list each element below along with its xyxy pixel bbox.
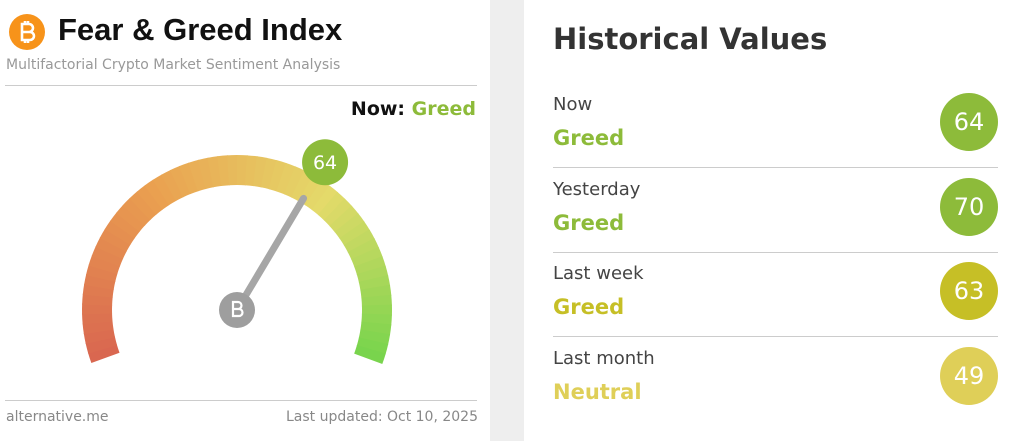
gauge-arc [323,198,353,227]
gauge-arc [339,221,370,246]
gauge-arc [82,293,113,306]
needle [233,194,308,314]
divider [553,167,998,168]
value-label: 64 [313,152,337,174]
classification: Greed [553,126,625,150]
gauge-arc [110,212,141,239]
gauge-arc [152,174,177,206]
gauge-arc [334,213,365,240]
subtitle: Multifactorial Crypto Market Sentiment A… [6,57,341,73]
gauge-arc [358,275,391,291]
pivot-icon [231,300,244,318]
gauge-arc [343,229,375,253]
value-bubble: 70 [940,177,998,236]
gauge: 64 [82,139,392,365]
now-classification: Greed [411,98,476,120]
gauge-arc [207,156,223,188]
gauge-arc [260,157,278,190]
gauge-arc [351,246,383,268]
gauge-arc [217,155,231,187]
last-updated: Last updated: Oct 10, 2025 [286,409,478,425]
gauge-arc [85,264,118,283]
classification: Greed [553,295,625,319]
source[interactable]: alternative.me [6,409,109,425]
gauge-arc [188,159,207,192]
value-bubble: 64 [940,93,998,151]
gauge-arc [354,256,386,276]
value-bubble: 63 [940,262,998,320]
period: Yesterday [553,178,641,200]
gauge-arc [356,265,389,283]
gauge-arc [268,160,287,192]
divider [5,400,477,401]
gauge-arc [298,174,323,206]
period: Last week [553,263,644,284]
gauge-arc [129,191,157,221]
gauge-arc [283,166,306,198]
gauge-arc [317,191,346,221]
period: Last month [553,347,655,369]
gauge-arc [356,337,389,355]
title: Fear & Greed Index [58,12,343,47]
divider [553,251,998,253]
gauge-arc [84,274,116,290]
bitcoin-logo [9,14,45,50]
gauge-arc [136,185,164,215]
gauge-arc [169,165,192,198]
gauge-arc [88,255,121,275]
gauge-arc [291,170,314,202]
gauge-arc [197,157,215,190]
gauge-arc [144,179,170,210]
gauge-arc [360,284,392,299]
gauge-arc [99,228,131,253]
now-line: Now: Greed [351,98,476,120]
gauge-arc [122,197,151,226]
separator-strip [490,0,524,441]
gauge-arc [161,169,184,202]
gauge-arc [85,336,118,354]
gauge-arc [178,162,199,195]
gauge-arc [104,220,136,246]
gauge-arc [87,344,120,364]
gauge-arc [304,180,331,211]
gauge-arc [83,328,116,344]
gauge-arc [311,185,339,216]
gauge-arc [347,238,380,261]
gauge-arc [276,162,297,195]
gauge-arc [82,312,113,325]
gauge-arc [360,321,392,336]
gauge-arc [329,205,359,233]
value-bubble: 49 [940,346,998,405]
classification: Greed [553,210,625,235]
historical-title: Historical Values [553,22,828,56]
gauge-arc [244,155,258,187]
gauge-arc [252,156,268,188]
now-label: Now: [350,98,406,120]
gauge-arc [91,245,124,267]
gauge-arc [361,294,392,307]
gauge-arc [115,204,146,232]
classification: Neutral [553,379,642,404]
divider [5,85,477,86]
gauge-arc [361,313,392,326]
period: Now [553,94,593,115]
divider [553,336,998,337]
gauge-arc [358,329,391,346]
gauge-arc [82,283,114,298]
value-bubble [302,139,349,186]
gauge-arc [82,320,114,335]
gauge-arc [95,237,127,260]
gauge-arc [354,345,386,365]
